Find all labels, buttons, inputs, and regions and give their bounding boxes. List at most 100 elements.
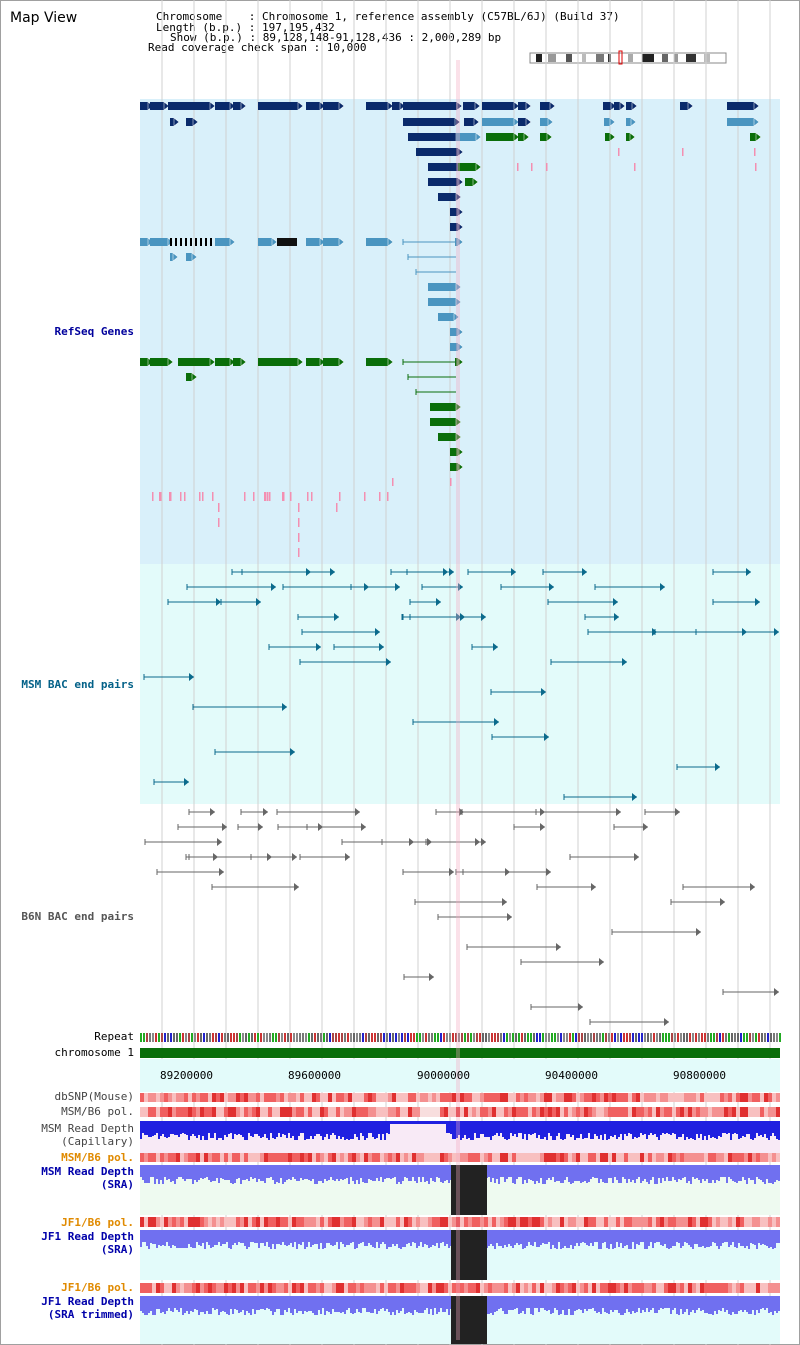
gene-feature[interactable] bbox=[150, 238, 168, 246]
gene-feature[interactable] bbox=[438, 313, 454, 321]
gene-feature[interactable] bbox=[306, 358, 320, 366]
gene-feature[interactable] bbox=[430, 403, 456, 411]
gene-feature[interactable] bbox=[428, 298, 456, 306]
track-label-refseq[interactable]: RefSeq Genes bbox=[54, 325, 134, 338]
gene-feature[interactable] bbox=[727, 102, 754, 110]
gene-feature[interactable] bbox=[258, 238, 272, 246]
gene-feature[interactable] bbox=[540, 133, 547, 141]
track-label-jf1-b6-pol-2[interactable]: JF1/B6 pol. bbox=[61, 1281, 134, 1294]
gene-feature[interactable] bbox=[626, 118, 631, 126]
gene-feature[interactable] bbox=[366, 358, 388, 366]
gene-feature[interactable] bbox=[186, 253, 192, 261]
gene-strand-arrow bbox=[753, 117, 760, 127]
gene-feature[interactable] bbox=[416, 148, 458, 156]
gene-feature[interactable] bbox=[258, 358, 298, 366]
gene-feature[interactable] bbox=[463, 102, 475, 110]
gene-feature[interactable] bbox=[450, 223, 458, 231]
gene-feature[interactable] bbox=[178, 358, 210, 366]
gene-feature[interactable] bbox=[626, 102, 632, 110]
gene-feature[interactable] bbox=[366, 102, 388, 110]
gene-feature[interactable] bbox=[458, 163, 476, 171]
track-label-jf1-depth-trimmed[interactable]: JF1 Read Depth bbox=[41, 1295, 134, 1308]
gene-feature[interactable] bbox=[455, 238, 458, 246]
track-label-jf1-b6-pol[interactable]: JF1/B6 pol. bbox=[61, 1216, 134, 1229]
gene-feature[interactable] bbox=[450, 448, 458, 456]
gene-feature[interactable] bbox=[258, 102, 298, 110]
gene-feature[interactable] bbox=[323, 358, 339, 366]
gene-feature[interactable] bbox=[150, 102, 164, 110]
gene-feature[interactable] bbox=[438, 193, 456, 201]
gene-feature[interactable] bbox=[605, 133, 610, 141]
gene-feature[interactable] bbox=[450, 208, 458, 216]
gene-feature[interactable] bbox=[366, 238, 388, 246]
gene-feature[interactable] bbox=[186, 118, 193, 126]
gene-feature[interactable] bbox=[518, 133, 524, 141]
gene-feature[interactable] bbox=[186, 373, 192, 381]
gene-feature[interactable] bbox=[403, 102, 457, 110]
gene-feature[interactable] bbox=[727, 118, 754, 126]
track-label-b6n-bac[interactable]: B6N BAC end pairs bbox=[21, 910, 134, 923]
gene-feature[interactable] bbox=[614, 102, 620, 110]
gene-feature[interactable] bbox=[150, 358, 168, 366]
gene-feature[interactable] bbox=[450, 328, 458, 336]
gene-feature[interactable] bbox=[306, 102, 320, 110]
gene-feature[interactable] bbox=[438, 433, 456, 441]
gene-feature[interactable] bbox=[168, 102, 210, 110]
gene-feature[interactable] bbox=[215, 102, 230, 110]
gene-feature[interactable] bbox=[626, 133, 630, 141]
gene-feature[interactable] bbox=[323, 102, 339, 110]
gene-feature[interactable] bbox=[428, 283, 456, 291]
gene-feature[interactable] bbox=[430, 418, 456, 426]
gene-feature[interactable] bbox=[604, 118, 610, 126]
gene-feature[interactable] bbox=[306, 238, 320, 246]
track-label-msm-bac[interactable]: MSM BAC end pairs bbox=[21, 678, 134, 691]
gene-feature[interactable] bbox=[456, 133, 476, 141]
dbsnp-density-cell bbox=[612, 1093, 616, 1102]
track-label-msm-b6-pol[interactable]: MSM/B6 pol. bbox=[61, 1105, 134, 1118]
gene-feature[interactable] bbox=[518, 118, 526, 126]
gene-feature[interactable] bbox=[450, 343, 458, 351]
gene-feature[interactable] bbox=[215, 238, 230, 246]
chromosome-ideogram-marker[interactable] bbox=[618, 50, 623, 65]
track-label-chromosome[interactable]: chromosome 1 bbox=[54, 1046, 134, 1059]
track-label-jf1-depth-sra[interactable]: JF1 Read Depth bbox=[41, 1230, 134, 1243]
gene-feature[interactable] bbox=[486, 133, 514, 141]
gene-feature[interactable] bbox=[603, 102, 611, 110]
gene-feature[interactable] bbox=[540, 118, 548, 126]
gene-feature[interactable] bbox=[233, 102, 241, 110]
jf1-trimmed-depth-bar bbox=[664, 1296, 666, 1308]
chromosome-bar[interactable] bbox=[140, 1048, 780, 1058]
gene-feature[interactable] bbox=[428, 163, 458, 171]
gene-feature[interactable] bbox=[140, 102, 148, 110]
gene-feature[interactable] bbox=[323, 238, 339, 246]
gene-feature[interactable] bbox=[140, 238, 148, 246]
gene-feature[interactable] bbox=[233, 358, 241, 366]
track-label-msm-depth-sra[interactable]: MSM Read Depth bbox=[41, 1165, 134, 1178]
gene-feature[interactable] bbox=[408, 133, 456, 141]
jf1-sra-depth-bar bbox=[660, 1230, 662, 1245]
track-label-dbsnp[interactable]: dbSNP(Mouse) bbox=[54, 1090, 134, 1103]
gene-feature[interactable] bbox=[518, 102, 526, 110]
gene-feature[interactable] bbox=[428, 178, 458, 186]
gene-feature[interactable] bbox=[464, 118, 474, 126]
gene-feature[interactable] bbox=[140, 358, 148, 366]
gene-feature[interactable] bbox=[680, 102, 688, 110]
msm-pol2-cell bbox=[392, 1153, 396, 1162]
msm-capillary-depth-bar bbox=[574, 1121, 576, 1140]
gene-feature[interactable] bbox=[403, 118, 455, 126]
gene-feature[interactable] bbox=[170, 253, 173, 261]
gene-feature[interactable] bbox=[450, 463, 458, 471]
gene-feature[interactable] bbox=[392, 102, 400, 110]
track-label-msm-b6-pol-2[interactable]: MSM/B6 pol. bbox=[61, 1151, 134, 1164]
gene-feature[interactable] bbox=[215, 358, 230, 366]
gene-feature[interactable] bbox=[170, 118, 174, 126]
track-label-repeat[interactable]: Repeat bbox=[94, 1030, 134, 1043]
gene-feature[interactable] bbox=[482, 102, 514, 110]
gene-feature[interactable] bbox=[465, 178, 473, 186]
track-label-msm-depth-capillary[interactable]: MSM Read Depth bbox=[41, 1122, 134, 1135]
gene-feature[interactable] bbox=[750, 133, 756, 141]
gene-feature[interactable] bbox=[455, 358, 458, 366]
gene-feature[interactable] bbox=[540, 102, 550, 110]
gene-feature[interactable] bbox=[482, 118, 514, 126]
